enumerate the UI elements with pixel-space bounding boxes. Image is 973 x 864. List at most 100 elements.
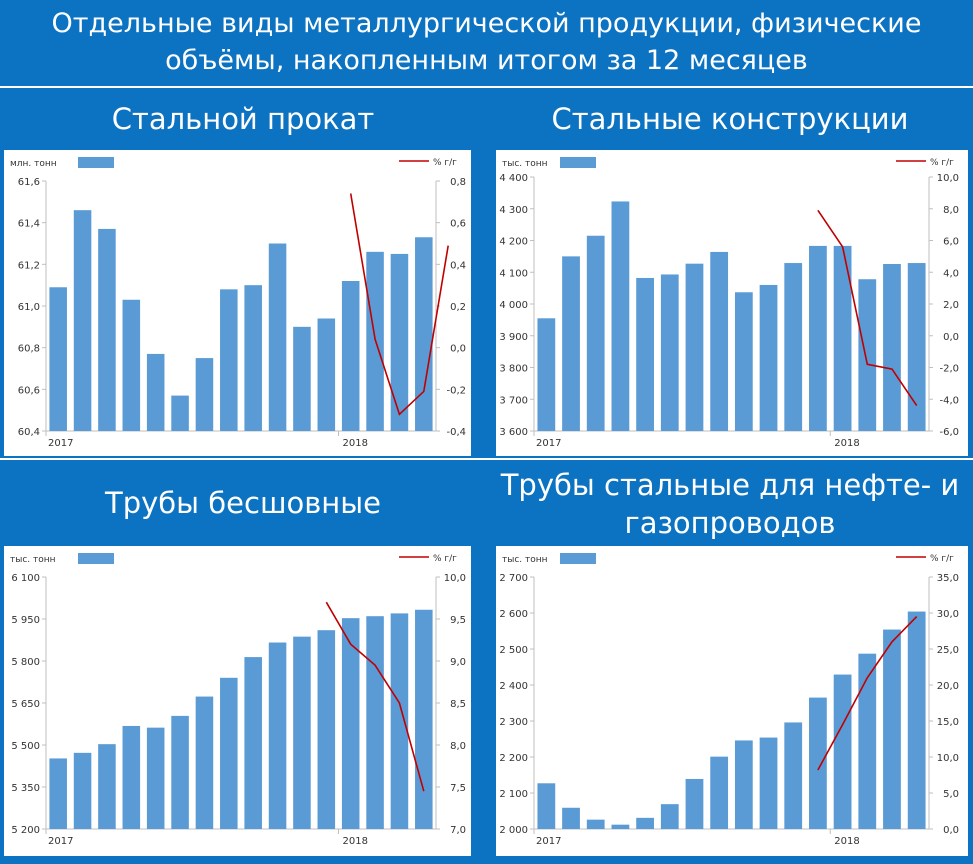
bar: [317, 318, 336, 431]
bar: [49, 287, 67, 431]
yoy-line: [349, 193, 449, 416]
page-title: Отдельные виды металлургической продукци…: [51, 8, 922, 76]
y-tick-label: 2 500: [499, 645, 528, 656]
y-tick-label: 60,6: [18, 385, 40, 396]
y2-tick-label: -0,2: [446, 385, 466, 396]
y-tick-label: 5 650: [11, 699, 40, 710]
chart-panel-rolled-steel: млн. тонн % г/г 61,6 61,4 61,2 61,0 60,8 60,6 60…: [4, 150, 471, 456]
y-tick-label: 2 700: [499, 573, 528, 584]
chart-rolled-steel: млн. тонн % г/г 61,6 61,4 61,2 61,0 60,8 60,6 60…: [10, 157, 466, 449]
bar: [809, 697, 827, 829]
right-axis-unit: % г/г: [433, 554, 457, 564]
y-tick-label: 4 400: [499, 173, 528, 184]
y-tick-label: 5 500: [11, 741, 40, 752]
bar: [636, 277, 654, 431]
y2-tick-label: 30,0: [937, 609, 959, 620]
chart-steel-structures: тыс. тонн % г/г 4 400 4 300 4 200 4 100 4 000 3…: [499, 157, 959, 449]
bar: [537, 318, 556, 431]
bar: [784, 722, 803, 829]
bar: [685, 263, 704, 431]
x-year-label: 2018: [343, 438, 368, 449]
y2-tick-label: 6,0: [943, 237, 959, 248]
y2-tick-label: 20,0: [937, 681, 959, 692]
bar: [759, 737, 778, 829]
y-tick-label: 61,4: [18, 219, 40, 230]
yoy-line: [325, 601, 425, 792]
section-title-seamless-pipes: Трубы бесшовные: [104, 486, 382, 520]
section-title-steel-structures: Стальные конструкции: [551, 102, 909, 136]
y-tick-label: 2 200: [499, 753, 528, 764]
bar: [660, 274, 679, 431]
bar: [122, 725, 141, 829]
y-tick-label: 4 100: [499, 268, 528, 279]
y-tick-label: 5 350: [11, 783, 40, 794]
y2-tick-label: 2,0: [943, 300, 959, 311]
chart-pipeline-pipes: тыс. тонн % г/г 2 700 2 600 2 500 2 400 2 300 2…: [499, 553, 959, 847]
y2-tick-label: 0,0: [450, 344, 466, 355]
y2-tick-label: 35,0: [937, 573, 959, 584]
y-tick-label: 5 200: [11, 825, 40, 836]
y-tick-label: 2 300: [499, 717, 528, 728]
bar: [98, 228, 116, 431]
bar: [220, 677, 238, 829]
bar: [907, 263, 926, 431]
bar: [122, 299, 141, 431]
y-tick-label: 2 600: [499, 609, 528, 620]
bar: [586, 235, 605, 431]
y2-tick-label: -2,0: [939, 364, 959, 375]
bar: [660, 804, 679, 829]
left-axis-unit: тыс. тонн: [502, 555, 548, 565]
x-year-label: 2017: [48, 438, 73, 449]
bar: [171, 395, 189, 431]
y-tick-label: 5 950: [11, 615, 40, 626]
y2-tick-label: 0,6: [450, 219, 466, 230]
bar: [759, 284, 778, 431]
yoy-line: [817, 209, 918, 407]
bar: [858, 279, 877, 431]
y2-tick-label: 10,0: [444, 573, 466, 584]
legend-bar-swatch: [560, 553, 596, 564]
bar: [883, 629, 901, 829]
bar: [73, 210, 92, 431]
bar: [562, 807, 580, 829]
bar: [809, 245, 827, 431]
y2-tick-label: 9,0: [450, 657, 466, 668]
y-tick-label: 4 000: [499, 300, 528, 311]
legend-bar-swatch: [560, 157, 596, 168]
left-axis-unit: тыс. тонн: [10, 555, 56, 565]
y-tick-label: 3 700: [499, 395, 528, 406]
y2-tick-label: 10,0: [937, 753, 959, 764]
x-year-label: 2017: [536, 836, 561, 847]
chart-panel-steel-structures: тыс. тонн % г/г 4 400 4 300 4 200 4 100 4 000 3…: [496, 150, 968, 456]
y2-tick-label: 0,8: [450, 177, 466, 188]
y-tick-label: 5 800: [11, 657, 40, 668]
legend-bar-swatch: [78, 157, 114, 168]
bar: [146, 727, 165, 829]
right-axis-unit: % г/г: [930, 554, 954, 564]
bar: [833, 245, 852, 431]
bar: [293, 636, 311, 829]
bar: [390, 253, 409, 431]
left-axis-unit: млн. тонн: [10, 159, 57, 169]
divider: [0, 458, 973, 460]
y-tick-label: 61,0: [18, 302, 40, 313]
yoy-line: [817, 616, 918, 771]
bar: [49, 758, 67, 829]
y2-tick-label: 25,0: [937, 645, 959, 656]
bar: [390, 613, 409, 829]
y-tick-label: 61,6: [18, 177, 40, 188]
bar: [611, 201, 630, 431]
bar: [317, 630, 336, 829]
y-tick-label: 2 400: [499, 681, 528, 692]
right-axis-unit: % г/г: [433, 158, 457, 168]
bar: [537, 783, 556, 829]
y-tick-label: 60,4: [18, 427, 40, 438]
x-year-label: 2017: [536, 438, 561, 449]
bar: [195, 358, 214, 431]
bar: [195, 696, 214, 829]
y2-tick-label: -0,4: [446, 427, 466, 438]
y2-tick-label: 8,5: [450, 699, 466, 710]
bar: [586, 819, 605, 829]
y2-tick-label: -4,0: [939, 395, 959, 406]
right-axis-unit: % г/г: [930, 158, 954, 168]
